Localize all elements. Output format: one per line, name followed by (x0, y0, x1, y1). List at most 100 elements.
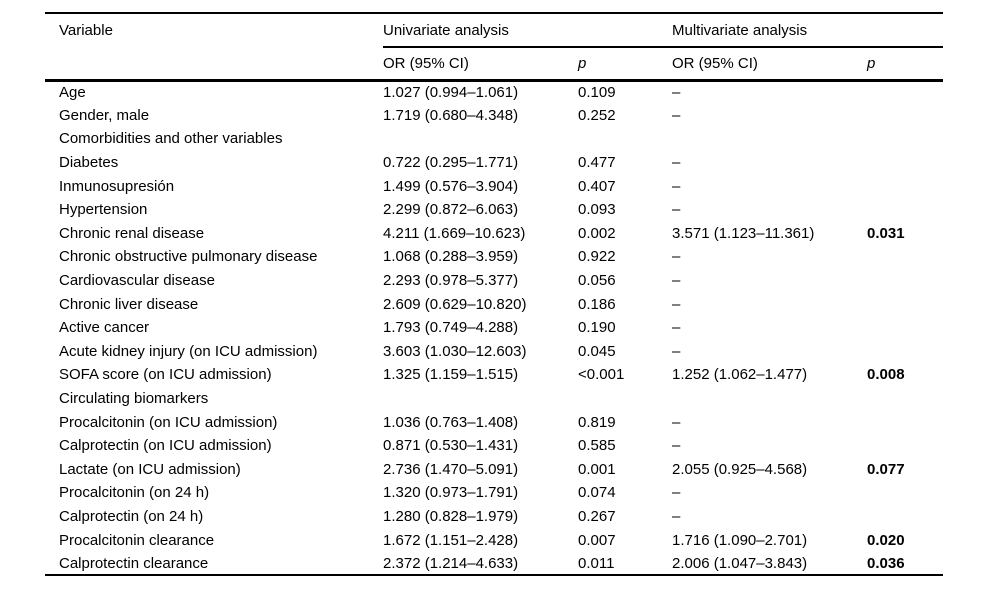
table-row: Active cancer 1.793 (0.749–4.288) 0.190 – (45, 316, 943, 340)
multi-p-cell (867, 481, 943, 505)
variable-cell: Chronic obstructive pulmonary disease (59, 248, 318, 266)
table-row: Calprotectin (on 24 h) 1.280 (0.828–1.979… (45, 505, 943, 529)
regression-table-container: Variable Univariate analysis Multivariat… (45, 12, 944, 577)
uni-p-cell: 0.186 (578, 295, 616, 313)
table-row: Calprotectin clearance 2.372 (1.214–4.633… (45, 551, 944, 577)
variable-cell: Age (59, 84, 86, 102)
table-row: Chronic renal disease 4.211 (1.669–10.623… (45, 222, 943, 246)
uni-or-cell: 1.793 (0.749–4.288) (383, 319, 519, 337)
multi-or-cell: – (672, 413, 681, 431)
multi-p-cell (867, 269, 943, 293)
uni-or-cell: 1.036 (0.763–1.408) (383, 413, 519, 431)
multi-or-cell: 2.006 (1.047–3.843) (672, 551, 868, 577)
multi-or-cell: – (672, 342, 681, 360)
multi-or-cell: – (672, 154, 681, 172)
table-row: Procalcitonin clearance 1.672 (1.151–2.42… (45, 528, 943, 552)
variable-cell: Chronic renal disease (59, 224, 205, 242)
uni-p-cell: 0.267 (578, 507, 616, 525)
uni-or-cell (383, 387, 578, 411)
uni-or-cell: 1.280 (0.828–1.979) (383, 507, 519, 525)
multi-or-cell (672, 127, 867, 151)
uni-or-cell: 2.609 (0.629–10.820) (383, 295, 527, 313)
variable-cell: Acute kidney injury (on ICU admission) (59, 342, 318, 360)
section-header-row: Comorbidities and other variables (45, 127, 943, 151)
group-header-multivariate: Multivariate analysis (672, 12, 944, 48)
table-header: Variable Univariate analysis Multivariat… (45, 12, 944, 82)
sub-header-row: OR (95% CI) p OR (95% CI) p (45, 47, 944, 82)
table-row: Chronic liver disease 2.609 (0.629–10.820… (45, 292, 943, 316)
multi-or-cell: 1.252 (1.062–1.477) (672, 366, 808, 384)
multi-p-cell (867, 340, 943, 364)
column-header-multi-p: p (867, 47, 944, 82)
section-header-row: Circulating biomarkers (45, 387, 943, 411)
uni-or-cell: 1.320 (0.973–1.791) (383, 484, 519, 502)
multi-p-cell (867, 387, 943, 411)
table-body: Age 1.027 (0.994–1.061) 0.109– Gender, male… (45, 80, 944, 577)
uni-or-cell: 1.068 (0.288–3.959) (383, 248, 519, 266)
uni-p-cell: 0.585 (578, 437, 616, 455)
group-header-row: Variable Univariate analysis Multivariat… (45, 12, 944, 48)
variable-cell: Procalcitonin (on 24 h) (59, 484, 210, 502)
variable-cell: Calprotectin clearance (45, 551, 383, 577)
uni-or-cell: 2.293 (0.978–5.377) (383, 272, 519, 290)
variable-cell: Diabetes (59, 154, 119, 172)
table-row: Cardiovascular disease 2.293 (0.978–5.377… (45, 269, 943, 293)
uni-p-cell: 0.056 (578, 272, 616, 290)
variable-cell: Lactate (on ICU admission) (59, 460, 241, 478)
uni-or-cell (383, 127, 578, 151)
table-row: Gender, male 1.719 (0.680–4.348) 0.252 – (45, 104, 943, 128)
uni-p-cell (578, 387, 672, 411)
group-header-univariate: Univariate analysis (383, 12, 673, 48)
variable-cell: Procalcitonin (on ICU admission) (59, 413, 278, 431)
multi-or-cell: 1.716 (1.090–2.701) (672, 531, 808, 549)
uni-p-cell: 0.477 (578, 154, 616, 172)
multi-p-cell (867, 505, 943, 529)
uni-p-cell: 0.074 (578, 484, 616, 502)
table-row: Procalcitonin (on 24 h) 1.320 (0.973–1.79… (45, 481, 943, 505)
multi-or-cell: – (672, 84, 681, 102)
sub-header-empty (45, 47, 383, 82)
multi-p-cell (867, 127, 943, 151)
table-row: SOFA score (on ICU admission) 1.325 (1.15… (45, 363, 943, 387)
multi-or-cell: – (672, 319, 681, 337)
uni-or-cell: 0.871 (0.530–1.431) (383, 437, 519, 455)
variable-cell: SOFA score (on ICU admission) (59, 366, 272, 384)
uni-p-cell: 0.007 (578, 531, 616, 549)
uni-p-cell: 0.093 (578, 201, 616, 219)
table-row: Calprotectin (on ICU admission) 0.871 (0.… (45, 434, 943, 458)
column-header-multi-or: OR (95% CI) (672, 47, 868, 82)
column-header-variable: Variable (45, 12, 383, 47)
uni-p-cell: 0.045 (578, 342, 616, 360)
variable-cell: Cardiovascular disease (59, 272, 215, 290)
uni-or-cell: 2.736 (1.470–5.091) (383, 460, 519, 478)
multi-p-cell (867, 80, 943, 104)
table-row: Procalcitonin (on ICU admission) 1.036 (0… (45, 410, 943, 434)
uni-p-cell (578, 127, 672, 151)
multi-p-cell: 0.020 (867, 531, 905, 549)
uni-or-cell: 2.299 (0.872–6.063) (383, 201, 519, 219)
multi-p-cell (867, 151, 943, 175)
uni-p-cell: 0.002 (578, 224, 616, 242)
uni-or-cell: 0.722 (0.295–1.771) (383, 154, 519, 172)
regression-table: Variable Univariate analysis Multivariat… (45, 12, 944, 577)
multi-or-cell: – (672, 106, 681, 124)
uni-p-cell: 0.190 (578, 319, 616, 337)
uni-or-cell: 1.499 (0.576–3.904) (383, 177, 519, 195)
variable-cell: Comorbidities and other variables (59, 130, 283, 148)
variable-cell: Chronic liver disease (59, 295, 199, 313)
uni-or-cell: 2.372 (1.214–4.633) (383, 551, 578, 577)
multi-or-cell: – (672, 437, 681, 455)
variable-cell: Calprotectin (on ICU admission) (59, 437, 272, 455)
multi-p-cell: 0.077 (867, 460, 905, 478)
variable-cell: Active cancer (59, 319, 150, 337)
multi-p-cell: 0.008 (867, 366, 905, 384)
uni-or-cell: 1.027 (0.994–1.061) (383, 84, 519, 102)
uni-p-cell: 0.407 (578, 177, 616, 195)
uni-or-cell: 3.603 (1.030–12.603) (383, 342, 527, 360)
multi-or-cell: – (672, 201, 681, 219)
multi-or-cell (672, 387, 867, 411)
table-row: Acute kidney injury (on ICU admission) 3.… (45, 340, 943, 364)
variable-cell: Procalcitonin clearance (59, 531, 215, 549)
table-row: Chronic obstructive pulmonary disease 1.0… (45, 245, 943, 269)
